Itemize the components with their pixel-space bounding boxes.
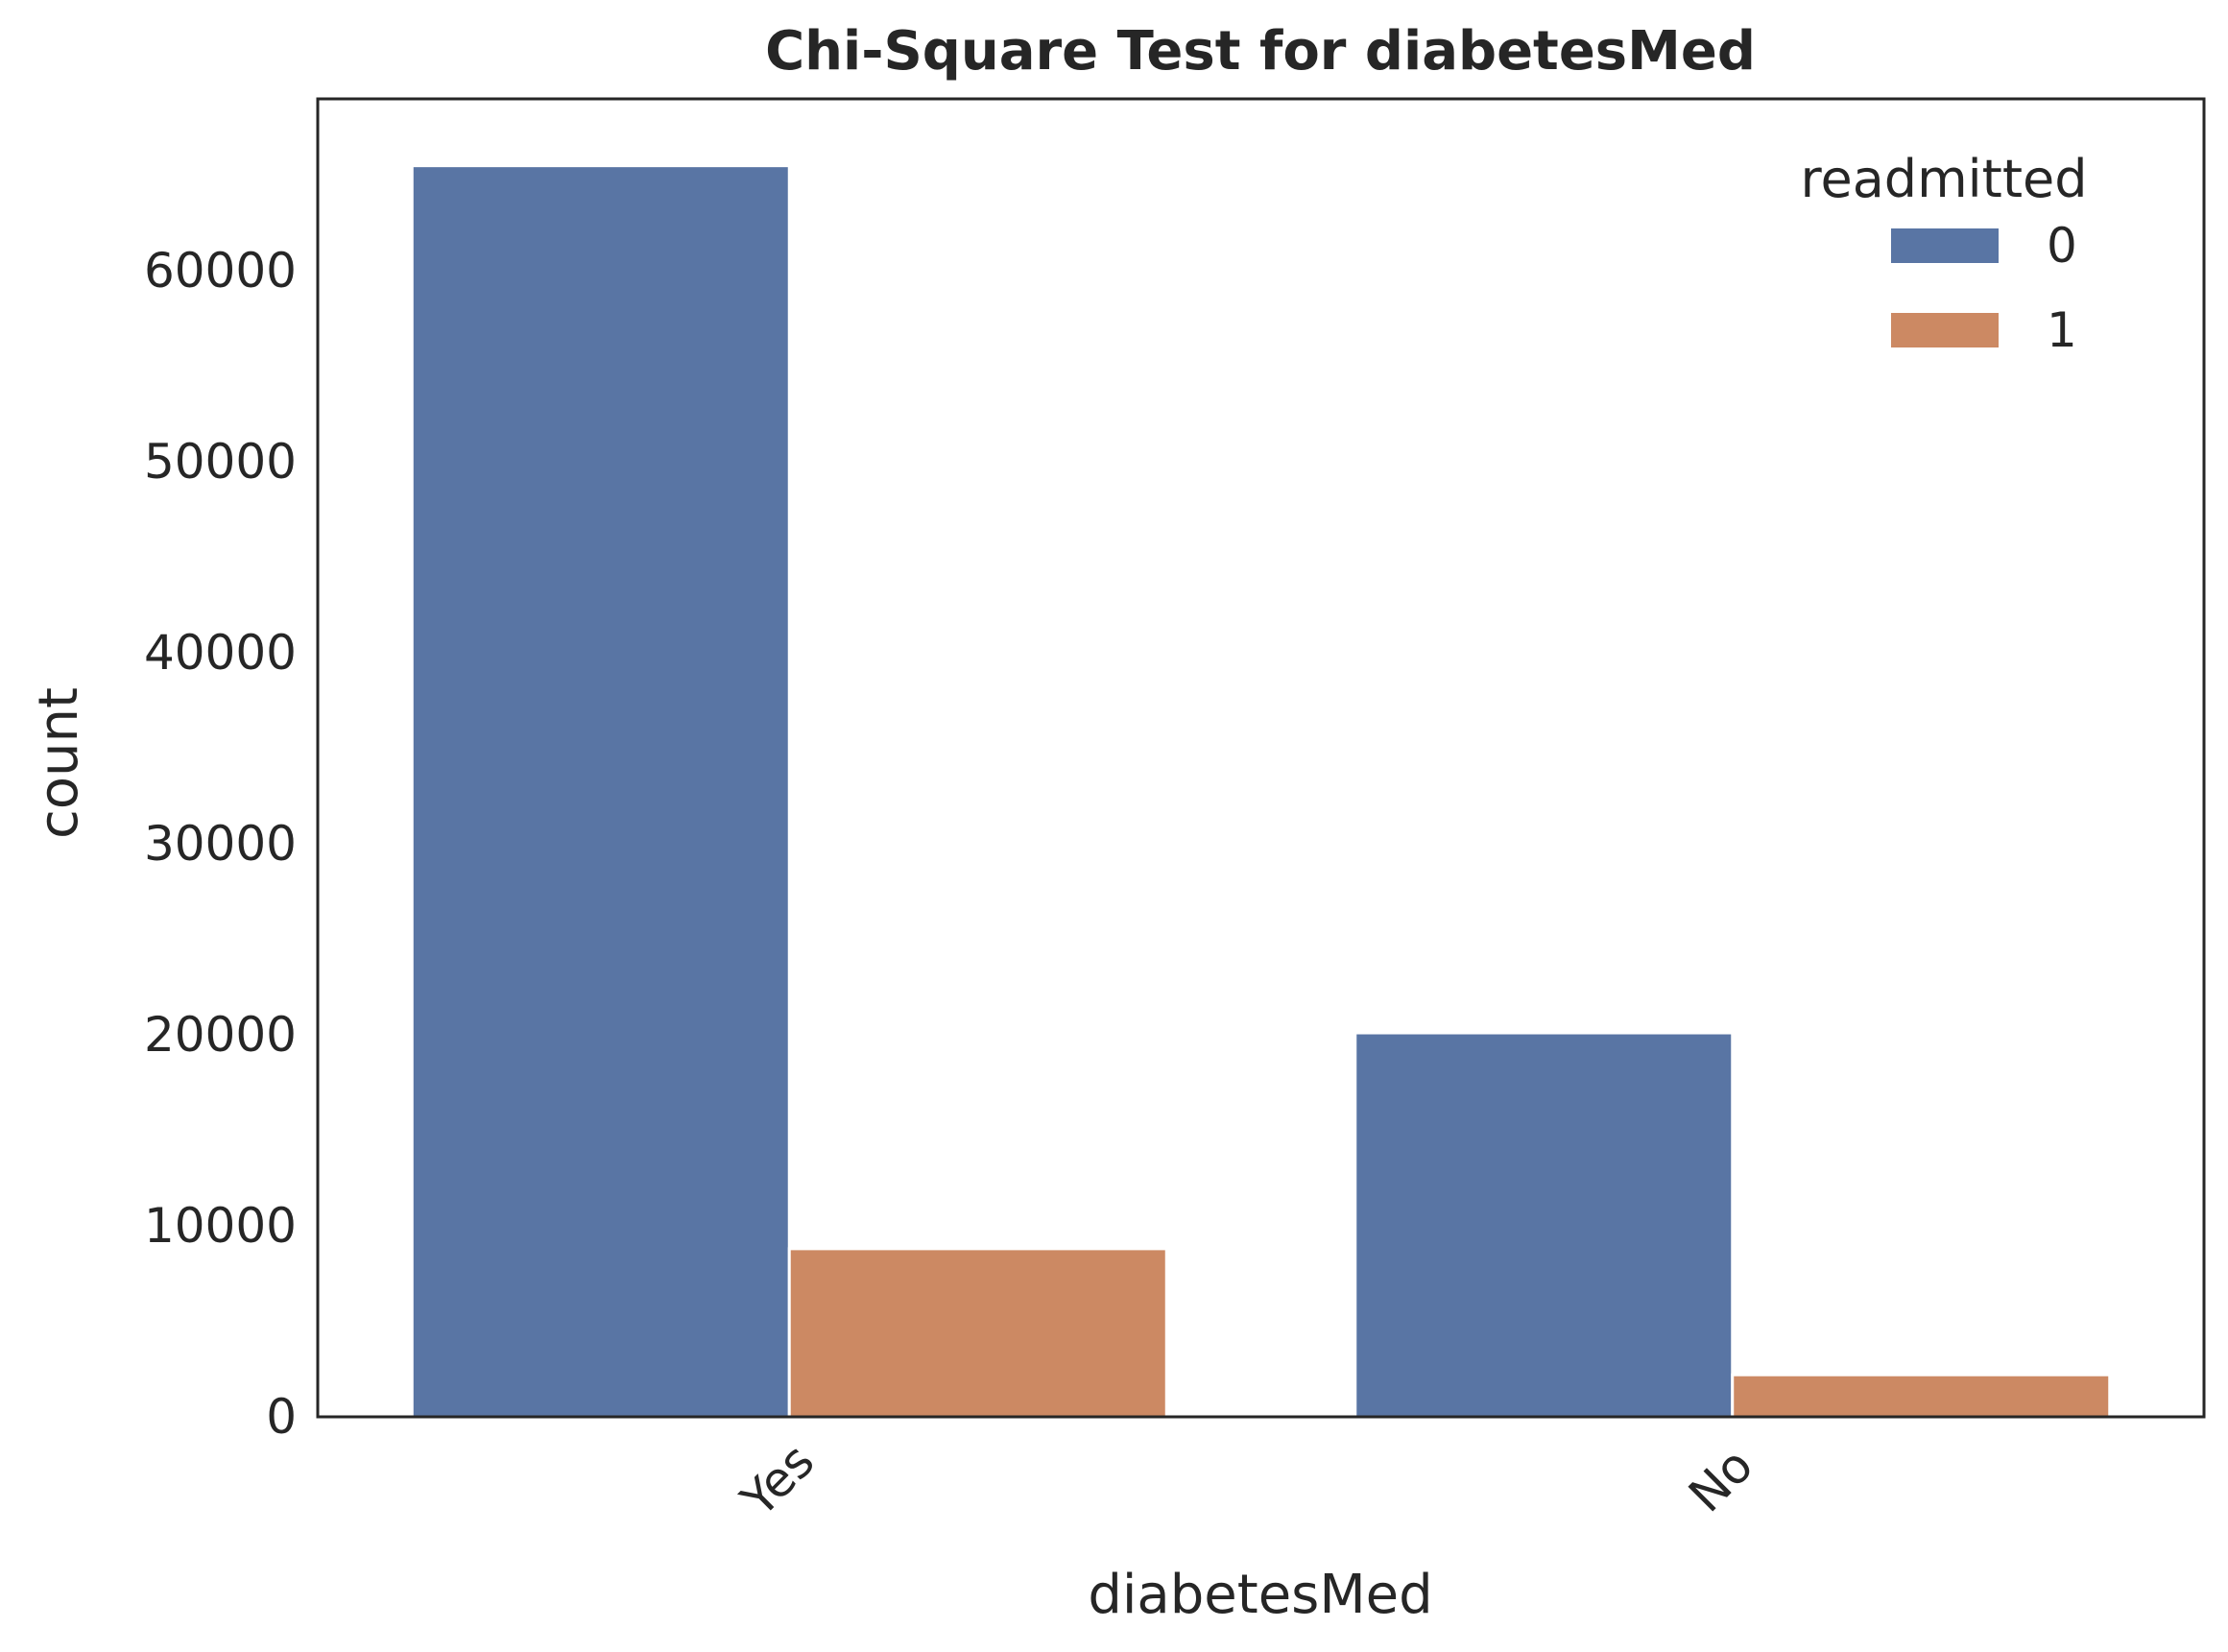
y-tick-label-10000: 10000: [144, 1198, 297, 1254]
plot-area: [410, 164, 2112, 1419]
legend-swatch-0: [1891, 228, 1999, 263]
x-tick-label-no: No: [1678, 1437, 1763, 1522]
y-tick-label-40000: 40000: [144, 625, 297, 681]
y-axis-label: count: [28, 687, 90, 839]
chart-title: Chi-Square Test for diabetesMed: [765, 20, 1756, 83]
y-tick-label-20000: 20000: [144, 1007, 297, 1063]
legend: readmitted 01: [1800, 149, 2087, 358]
axes-frame: [316, 97, 2206, 1419]
legend-items: 01: [1891, 218, 2077, 358]
bar-yes-series-1: [787, 1247, 1168, 1419]
y-axis-ticks: 0 10000 20000 30000 40000 50000 60000: [144, 243, 297, 1445]
y-tick-label-50000: 50000: [144, 434, 297, 490]
x-tick-label-yes: Yes: [730, 1433, 825, 1528]
bar-no-series-0: [1354, 1031, 1735, 1419]
legend-label-1: 1: [2047, 302, 2077, 358]
legend-swatch-1: [1891, 313, 1999, 347]
legend-label-0: 0: [2047, 218, 2077, 274]
x-axis-ticks: Yes No: [730, 1433, 1763, 1528]
y-tick-label-30000: 30000: [144, 816, 297, 872]
y-tick-label-0: 0: [266, 1389, 297, 1445]
bar-no-series-1: [1731, 1373, 2112, 1419]
x-axis-label: diabetesMed: [1088, 1564, 1432, 1626]
y-tick-label-60000: 60000: [144, 243, 297, 299]
legend-title: readmitted: [1800, 149, 2087, 209]
bar-yes-series-0: [410, 164, 791, 1419]
